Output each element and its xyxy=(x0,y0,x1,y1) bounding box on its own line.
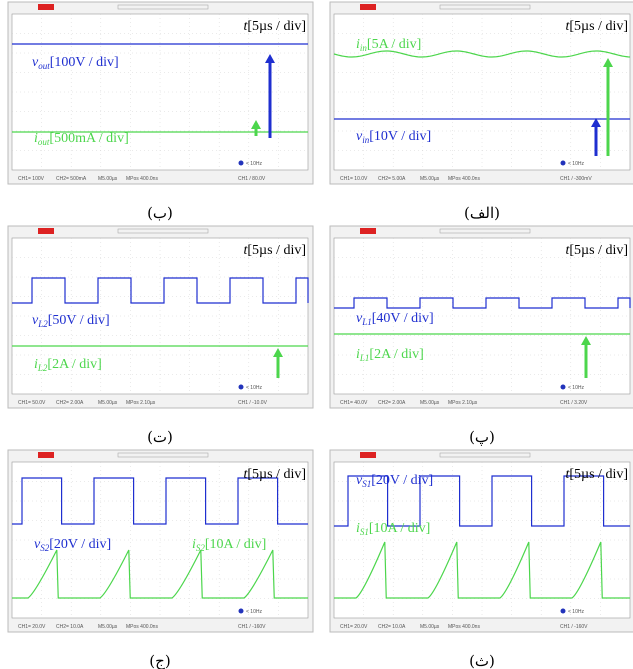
status-text: MPos 400.0ns xyxy=(448,624,480,630)
status-text: CH1= 40.0V xyxy=(340,400,368,406)
status-text: CH1 / -10.0V xyxy=(238,400,268,406)
status-text: MPos 400.0ns xyxy=(126,624,158,630)
trace-scale: [2A / div] xyxy=(369,347,423,362)
trace-scale: [5A / div] xyxy=(367,37,421,52)
trigger-icon xyxy=(561,609,566,614)
time-scale: t[5µs / div] xyxy=(565,243,628,258)
status-text: M5.00µs xyxy=(98,176,118,182)
trace-scale: [10V / div] xyxy=(369,129,431,144)
run-indicator xyxy=(38,228,54,234)
trace-sub: out xyxy=(38,61,50,71)
scope-panel: t[5µs / div]vS2[20V / div]iS2[10A / div]… xyxy=(8,450,313,632)
scope-panel: t[5µs / div]iin[5A / div]vin[10V / div]<… xyxy=(330,2,633,184)
trace-scale: [2A / div] xyxy=(47,357,101,372)
trigger-freq: < 10Hz xyxy=(568,385,584,391)
status-text: CH2= 2.00A xyxy=(56,400,84,406)
trigger-icon xyxy=(561,385,566,390)
run-indicator xyxy=(360,228,376,234)
trigger-freq: < 10Hz xyxy=(246,385,262,391)
scope-panel: t[5µs / div]vout[100V / div]iout[500mA /… xyxy=(8,2,313,184)
status-text: CH1 / 3.20V xyxy=(560,400,588,406)
trace-scale: [100V / div] xyxy=(50,55,119,70)
panel-caption: (ت) xyxy=(147,428,173,446)
panel-caption: (پ) xyxy=(469,428,495,446)
scope-panel: t[5µs / div]vL2[50V / div]iL2[2A / div]<… xyxy=(8,226,313,408)
trigger-icon xyxy=(239,161,244,166)
panel-caption: (ج) xyxy=(149,652,170,669)
trigger-freq: < 10Hz xyxy=(568,609,584,615)
status-text: CH2= 10.0A xyxy=(56,624,84,630)
trace-sub: L1 xyxy=(359,353,370,363)
status-text: M5.00µs xyxy=(98,624,118,630)
time-scale-value: [5µs / div] xyxy=(247,19,306,34)
status-text: CH2= 5.00A xyxy=(378,176,406,182)
trace-sub: L1 xyxy=(361,317,372,327)
time-scale: t[5µs / div] xyxy=(243,243,306,258)
trigger-freq: < 10Hz xyxy=(568,161,584,167)
trigger-icon xyxy=(239,609,244,614)
trigger-icon xyxy=(561,161,566,166)
run-indicator xyxy=(360,4,376,10)
status-text: M5.00µs xyxy=(420,624,440,630)
time-scale-value: [5µs / div] xyxy=(569,243,628,258)
trace-scale: [500mA / div] xyxy=(49,131,128,146)
time-scale: t[5µs / div] xyxy=(565,467,628,482)
status-text: CH1 / -160V xyxy=(238,624,266,630)
status-text: MPos 400.0ns xyxy=(448,176,480,182)
status-text: MPos 2.10µs xyxy=(126,400,156,406)
panel-caption: (ث) xyxy=(469,652,495,669)
time-scale-value: [5µs / div] xyxy=(569,467,628,482)
trace-scale: [10A / div] xyxy=(205,537,266,552)
status-text: M5.00µs xyxy=(420,400,440,406)
time-scale: t[5µs / div] xyxy=(565,19,628,34)
trigger-freq: < 10Hz xyxy=(246,609,262,615)
time-scale-value: [5µs / div] xyxy=(247,467,306,482)
status-text: MPos 400.0ns xyxy=(126,176,158,182)
trace-sub: L2 xyxy=(37,319,48,329)
scope-panel: t[5µs / div]vL1[40V / div]iL1[2A / div]<… xyxy=(330,226,633,408)
trigger-freq: < 10Hz xyxy=(246,161,262,167)
trace-scale: [20V / div] xyxy=(371,473,433,488)
status-text: CH2= 500mA xyxy=(56,176,87,182)
status-text: M5.00µs xyxy=(98,400,118,406)
time-scale: t[5µs / div] xyxy=(243,19,306,34)
scope-panel: t[5µs / div]vS1[20V / div]iS1[10A / div]… xyxy=(330,450,633,632)
run-indicator xyxy=(360,452,376,458)
status-text: MPos 2.10µs xyxy=(448,400,478,406)
status-text: CH1= 20.0V xyxy=(18,624,46,630)
panel-caption: (الف) xyxy=(464,204,500,222)
trace-scale: [50V / div] xyxy=(48,313,110,328)
status-text: CH1= 100V xyxy=(18,176,45,182)
status-text: CH1 / -300mV xyxy=(560,176,592,182)
trace-scale: [10A / div] xyxy=(369,521,430,536)
status-text: CH1= 10.0V xyxy=(340,176,368,182)
panel-caption: (ب) xyxy=(147,204,173,222)
trace-scale: [20V / div] xyxy=(49,537,111,552)
trace-sub: S1 xyxy=(360,527,369,537)
status-text: CH2= 2.00A xyxy=(378,400,406,406)
run-indicator xyxy=(38,4,54,10)
time-scale-value: [5µs / div] xyxy=(247,243,306,258)
status-text: CH1= 20.0V xyxy=(340,624,368,630)
status-text: CH1 / -160V xyxy=(560,624,588,630)
status-text: CH1= 50.0V xyxy=(18,400,46,406)
trace-sub: out xyxy=(38,137,50,147)
figure: t[5µs / div]vout[100V / div]iout[500mA /… xyxy=(0,0,633,669)
status-text: CH2= 10.0A xyxy=(378,624,406,630)
status-text: CH1 / 80.0V xyxy=(238,176,266,182)
time-scale-value: [5µs / div] xyxy=(569,19,628,34)
time-scale: t[5µs / div] xyxy=(243,467,306,482)
trigger-icon xyxy=(239,385,244,390)
trace-sub: L2 xyxy=(37,363,48,373)
run-indicator xyxy=(38,452,54,458)
trace-scale: [40V / div] xyxy=(372,311,434,326)
status-text: M5.00µs xyxy=(420,176,440,182)
trace-sub: S1 xyxy=(362,479,371,489)
